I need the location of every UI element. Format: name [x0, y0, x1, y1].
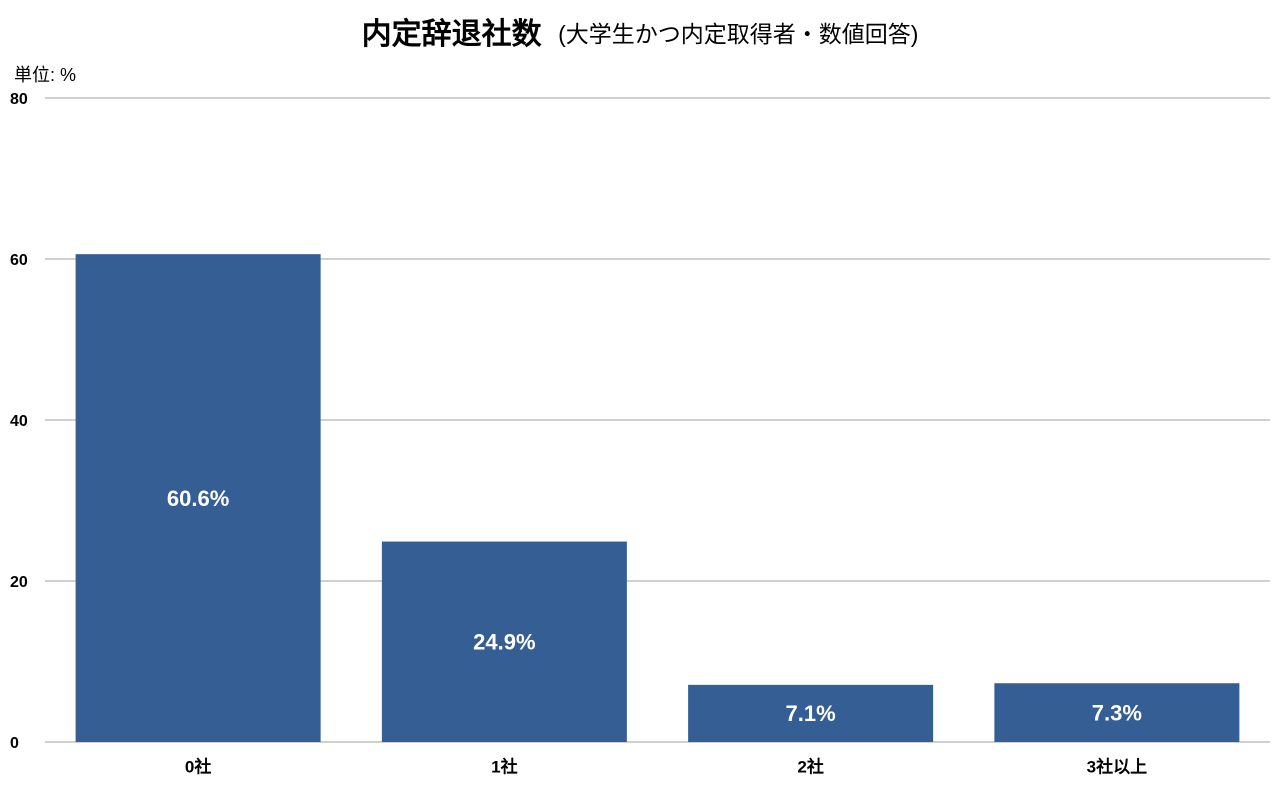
bar [75, 254, 321, 743]
y-tick-label: 0 [10, 735, 19, 752]
y-tick-label: 40 [10, 413, 28, 430]
value-label: 7.1% [786, 701, 836, 726]
value-label: 7.3% [1092, 700, 1142, 725]
x-tick-label: 3社以上 [1087, 756, 1147, 776]
y-tick-label: 80 [10, 91, 28, 108]
x-tick-label: 2社 [797, 756, 823, 776]
y-tick-label: 60 [10, 252, 28, 269]
bar [688, 684, 934, 742]
x-tick-label: 1社 [491, 756, 517, 776]
y-tick-label: 20 [10, 574, 28, 591]
bar [381, 541, 627, 742]
chart-title: 内定辞退社数 [362, 17, 543, 51]
x-tick-label: 0社 [185, 756, 211, 776]
bar [994, 683, 1240, 742]
value-label: 24.9% [473, 630, 535, 655]
y-axis-label: 単位: % [14, 65, 76, 85]
chart-subtitle: (大学生かつ内定取得者・数値回答) [558, 21, 918, 47]
value-label: 60.6% [167, 486, 229, 511]
chart-heading: 内定辞退社数 (大学生かつ内定取得者・数値回答) [362, 17, 919, 51]
